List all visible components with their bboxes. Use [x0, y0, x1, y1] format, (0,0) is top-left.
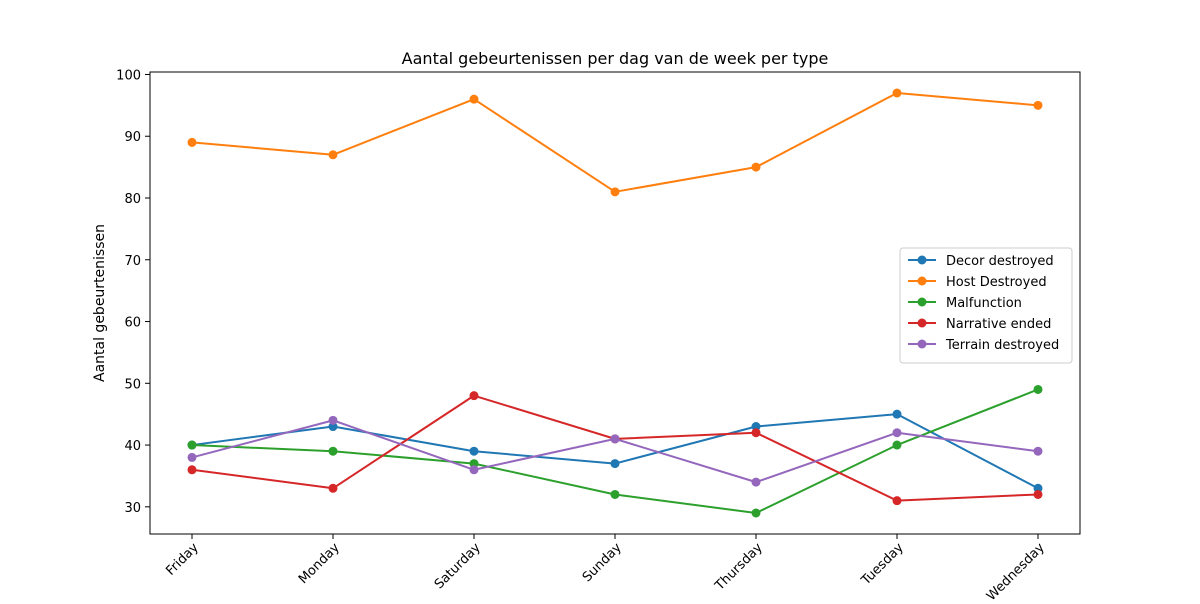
series-line — [191, 92, 1039, 193]
legend-item: Decor destroyed — [908, 254, 1054, 269]
data-point — [469, 446, 479, 456]
legend-item: Narrative ended — [908, 317, 1051, 332]
data-point — [187, 465, 197, 475]
data-point — [328, 446, 338, 456]
data-point — [187, 440, 197, 450]
data-point — [751, 422, 761, 432]
data-point — [1033, 384, 1043, 394]
data-point — [892, 440, 902, 450]
series-group — [187, 384, 1043, 518]
legend-marker — [917, 255, 927, 265]
data-point — [610, 489, 620, 499]
legend-label: Malfunction — [946, 296, 1022, 311]
data-point — [187, 137, 197, 147]
y-tick-label: 80 — [124, 192, 141, 207]
legend-label: Narrative ended — [946, 317, 1051, 332]
legend-label: Host Destroyed — [946, 275, 1047, 290]
data-point — [1033, 489, 1043, 499]
data-point — [469, 94, 479, 104]
legend-item: Terrain destroyed — [908, 338, 1059, 353]
data-point — [751, 428, 761, 438]
legend-marker — [917, 276, 927, 286]
y-axis-ticks: 30 40 50 60 70 80 90 100 — [116, 68, 150, 516]
x-tick-label: Monday — [296, 540, 343, 587]
data-point — [751, 477, 761, 487]
y-tick-label: 100 — [116, 68, 141, 83]
data-point — [1033, 483, 1043, 493]
data-point — [892, 409, 902, 419]
series-layer — [187, 88, 1043, 518]
data-point — [610, 459, 620, 469]
x-tick-label: Thursday — [712, 540, 766, 594]
data-point — [751, 162, 761, 172]
data-point — [469, 459, 479, 469]
data-point — [751, 508, 761, 518]
y-tick-label: 70 — [124, 254, 141, 269]
x-tick-label: Friday — [163, 540, 202, 579]
data-point — [187, 452, 197, 462]
data-point — [610, 434, 620, 444]
data-point — [469, 391, 479, 401]
series-group — [187, 88, 1043, 197]
legend-label: Decor destroyed — [946, 254, 1054, 269]
data-point — [328, 415, 338, 425]
legend-item: Malfunction — [908, 296, 1022, 311]
y-tick-label: 90 — [124, 130, 141, 145]
data-point — [328, 150, 338, 160]
y-tick-label: 50 — [124, 377, 141, 392]
data-point — [1033, 446, 1043, 456]
x-tick-label: Sunday — [580, 540, 625, 585]
data-point — [328, 483, 338, 493]
y-tick-label: 40 — [124, 439, 141, 454]
data-point — [469, 465, 479, 475]
y-tick-label: 30 — [124, 501, 141, 516]
x-tick-label: Tuesday — [858, 540, 907, 589]
data-point — [892, 496, 902, 506]
chart-title: Aantal gebeurtenissen per dag van de wee… — [402, 49, 829, 68]
data-point — [892, 88, 902, 98]
series-line — [191, 394, 1039, 502]
legend-marker — [917, 297, 927, 307]
plot-frame — [149, 71, 1081, 535]
legend-box — [899, 247, 1073, 364]
data-point — [892, 428, 902, 438]
x-axis-ticks: Friday Monday Saturday Sunday Thursday Tuesda… — [163, 534, 1048, 604]
series-group — [187, 391, 1043, 506]
legend: Decor destroyed Host Destroyed Malfunction… — [899, 247, 1073, 364]
x-tick-label: Wednesday — [984, 540, 1048, 600]
data-point — [328, 422, 338, 432]
x-tick-label: Saturday — [432, 540, 484, 592]
legend-marker — [917, 318, 927, 328]
legend-marker — [917, 339, 927, 349]
data-point — [1033, 100, 1043, 110]
legend-label: Terrain destroyed — [945, 338, 1059, 353]
y-tick-label: 60 — [124, 316, 141, 331]
y-axis-label: Aantal gebeurtenissen — [92, 224, 108, 382]
legend-item: Host Destroyed — [908, 275, 1047, 290]
series-group — [187, 415, 1043, 487]
data-point — [610, 187, 620, 197]
